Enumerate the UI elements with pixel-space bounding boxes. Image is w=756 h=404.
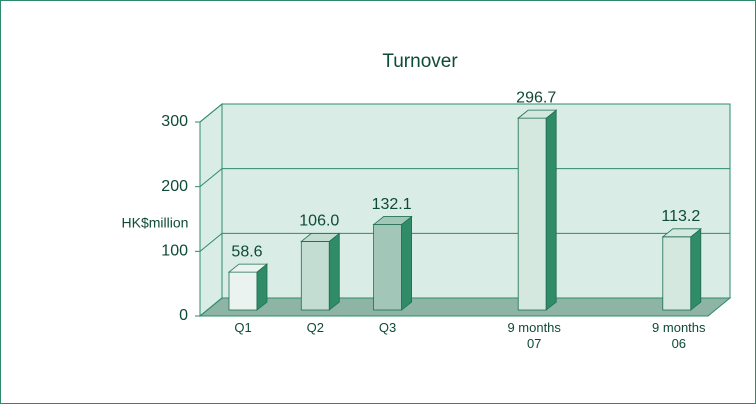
bar	[517, 117, 547, 311]
value-label: 58.6	[231, 243, 262, 260]
value-label: 296.7	[516, 89, 556, 106]
bar	[373, 224, 403, 311]
y-tick-label: 0	[179, 307, 188, 324]
bar	[300, 241, 330, 311]
bar-side	[690, 227, 702, 311]
bar-top	[227, 263, 269, 273]
bar	[228, 271, 258, 311]
bar-side	[328, 232, 340, 311]
bar-side	[401, 215, 413, 311]
x-tick-label: 9 months 07	[507, 320, 561, 351]
y-tick-label: 200	[161, 178, 188, 195]
x-tick-label: 9 months 06	[652, 320, 706, 351]
grid-line	[199, 297, 223, 317]
y-axis-label: HK$million	[122, 215, 189, 231]
back-wall	[221, 103, 731, 299]
grid-line	[199, 103, 223, 123]
x-tick-label: Q1	[234, 320, 252, 335]
side-wall	[199, 102, 223, 318]
y-tick-label: 300	[161, 113, 188, 130]
bar-top	[372, 216, 413, 225]
y-tick-label: 100	[161, 243, 188, 260]
x-tick-label: Q2	[306, 320, 324, 335]
bar-side	[545, 109, 557, 311]
grid-line	[199, 232, 223, 252]
bar-top	[517, 109, 558, 119]
bar	[662, 236, 692, 311]
value-label: 106.0	[299, 213, 339, 230]
bar-top	[661, 228, 702, 238]
value-label: 132.1	[372, 196, 412, 213]
bar-top	[300, 233, 341, 242]
chart-title: Turnover	[382, 51, 458, 72]
value-label: 113.2	[661, 208, 700, 225]
x-tick-label: Q3	[378, 320, 397, 335]
floor	[198, 297, 732, 317]
grid-line	[199, 168, 223, 188]
